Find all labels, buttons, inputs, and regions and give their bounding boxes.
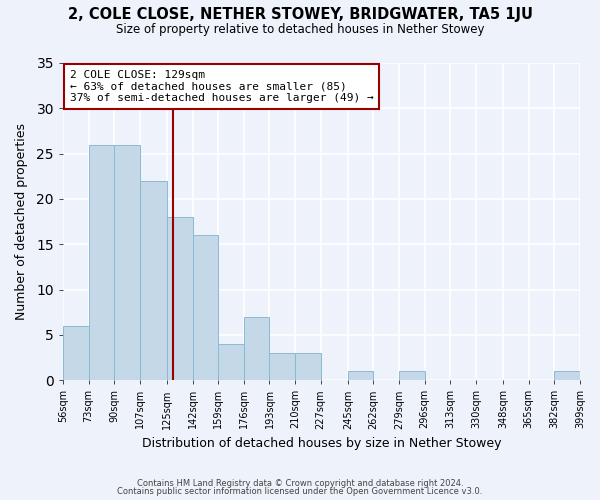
Bar [218,344,244,380]
Bar [193,235,218,380]
Bar [167,217,193,380]
Text: 2, COLE CLOSE, NETHER STOWEY, BRIDGWATER, TA5 1JU: 2, COLE CLOSE, NETHER STOWEY, BRIDGWATER… [67,8,533,22]
Bar [89,144,114,380]
Bar [63,326,89,380]
Bar [295,353,321,380]
Bar [399,371,425,380]
Bar [348,371,373,380]
Bar [140,181,167,380]
X-axis label: Distribution of detached houses by size in Nether Stowey: Distribution of detached houses by size … [142,437,501,450]
Text: Contains HM Land Registry data © Crown copyright and database right 2024.: Contains HM Land Registry data © Crown c… [137,478,463,488]
Bar [269,353,295,380]
Y-axis label: Number of detached properties: Number of detached properties [15,123,28,320]
Bar [114,144,140,380]
Text: 2 COLE CLOSE: 129sqm
← 63% of detached houses are smaller (85)
37% of semi-detac: 2 COLE CLOSE: 129sqm ← 63% of detached h… [70,70,374,103]
Bar [554,371,580,380]
Text: Size of property relative to detached houses in Nether Stowey: Size of property relative to detached ho… [116,22,484,36]
Bar [244,316,269,380]
Text: Contains public sector information licensed under the Open Government Licence v3: Contains public sector information licen… [118,487,482,496]
